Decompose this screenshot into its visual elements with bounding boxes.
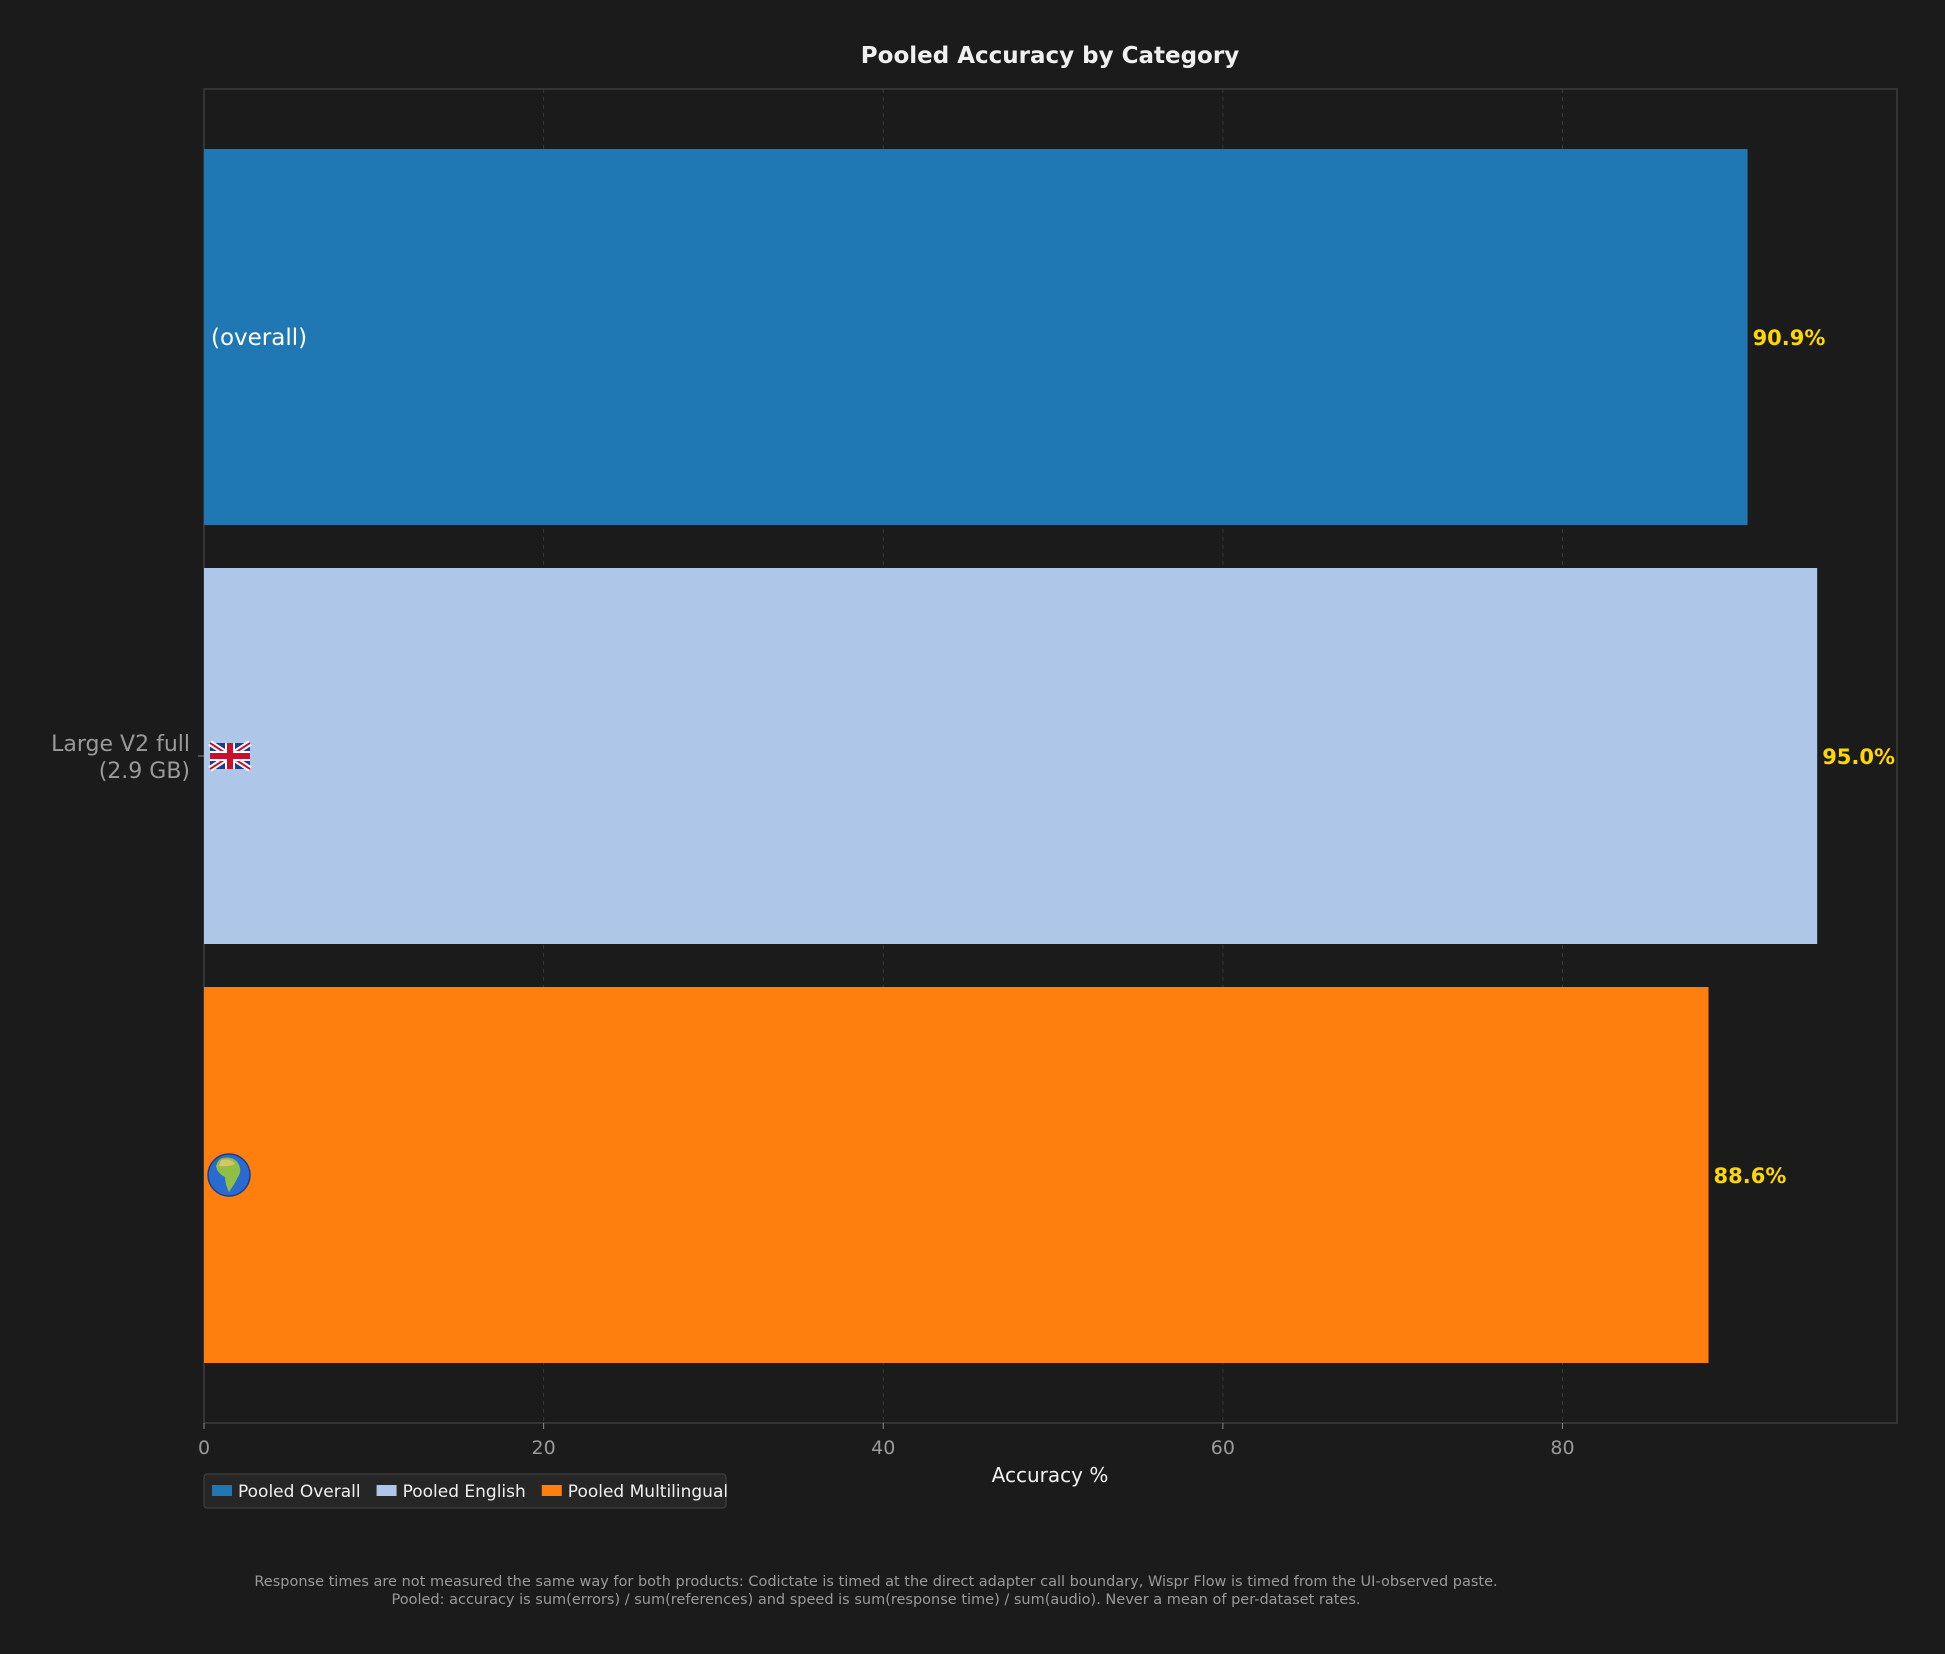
data-label: 88.6% [1714, 1164, 1787, 1188]
globe-desert [219, 1159, 235, 1167]
chart-title: Pooled Accuracy by Category [861, 43, 1239, 69]
x-tick-label: 60 [1211, 1437, 1235, 1459]
plot-area: 0 20 40 60 80 90.9% (overall) 95.0% 88.6% Large V… [51, 88, 1898, 1459]
bar-inline-label: (overall) [211, 325, 307, 351]
legend-label: Pooled Overall [238, 1482, 361, 1502]
bar-pooled-multilingual [204, 987, 1709, 1363]
footnote-line-2: Pooled: accuracy is sum(errors) / sum(re… [391, 1592, 1360, 1608]
legend-label: Pooled Multilingual [568, 1482, 728, 1502]
legend-swatch [376, 1485, 397, 1496]
legend-box [203, 1473, 727, 1509]
bar-pooled-overall [204, 149, 1748, 525]
flag-cross-red [210, 753, 250, 759]
legend-swatch [541, 1485, 562, 1496]
globe-land [216, 1157, 241, 1192]
data-label: 95.0% [1822, 745, 1895, 769]
x-tick-label: 0 [198, 1437, 210, 1459]
uk-flag-icon [208, 740, 252, 772]
y-tick-label: Large V2 full (2.9 GB) [51, 732, 190, 784]
legend-swatch [212, 1485, 232, 1496]
legend-label: Pooled English [403, 1482, 526, 1502]
data-label: 90.9% [1753, 326, 1826, 350]
x-tick-label: 40 [871, 1437, 895, 1459]
footnote-line-1: Response times are not measured the same… [254, 1574, 1497, 1590]
bar-pooled-english [204, 568, 1818, 944]
globe-africa-icon [207, 1153, 251, 1197]
x-tick-label: 80 [1550, 1437, 1574, 1459]
x-axis-label: Accuracy % [992, 1463, 1109, 1487]
legend: Pooled Overall Pooled English Pooled Multi… [203, 1473, 728, 1509]
x-tick-label: 20 [532, 1437, 556, 1459]
